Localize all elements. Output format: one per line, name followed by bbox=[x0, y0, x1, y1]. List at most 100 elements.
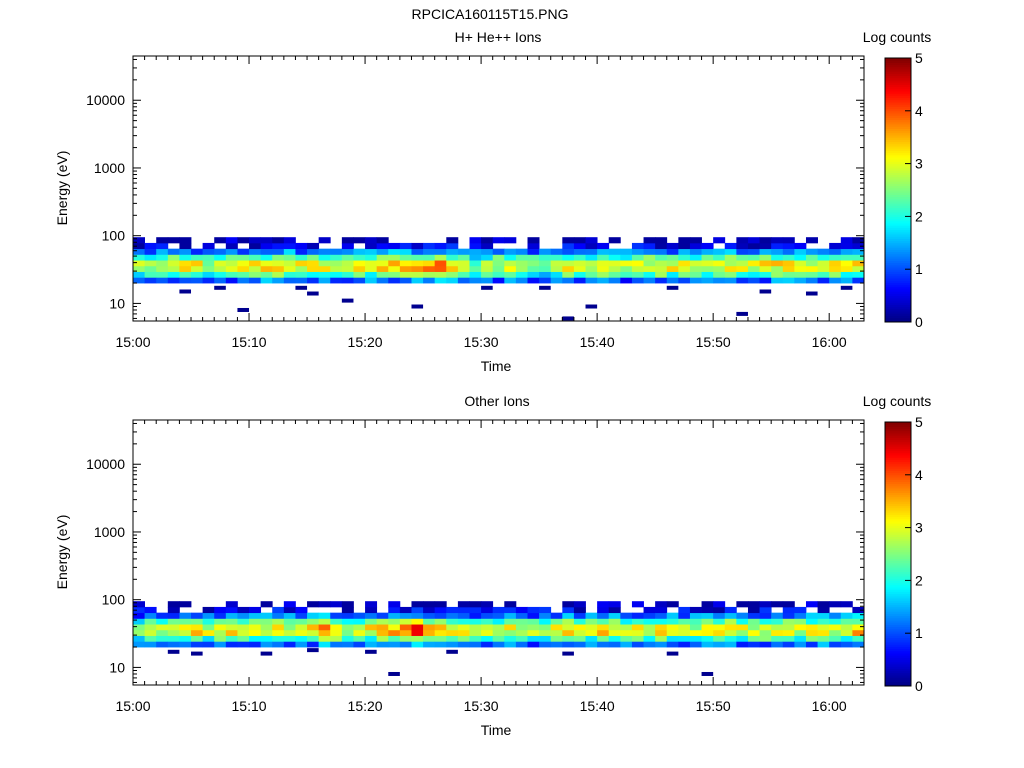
heatmap-cell bbox=[817, 612, 830, 619]
heatmap-cell bbox=[469, 618, 482, 625]
heatmap-cell bbox=[597, 271, 610, 278]
heatmap-cell bbox=[631, 624, 644, 631]
heatmap-cell bbox=[388, 606, 401, 614]
colorbar-tick-label: 5 bbox=[915, 50, 923, 66]
colorbar-segment bbox=[885, 543, 911, 546]
heatmap-cell bbox=[597, 641, 610, 648]
heatmap-cell bbox=[852, 618, 865, 625]
heatmap-cell bbox=[736, 265, 749, 272]
heatmap-cell bbox=[608, 612, 621, 619]
heatmap-cell bbox=[272, 254, 285, 261]
heatmap-cell bbox=[747, 601, 760, 608]
heatmap-cell bbox=[481, 601, 494, 608]
colorbar-segment bbox=[885, 554, 911, 557]
heatmap-cell bbox=[353, 629, 366, 636]
heatmap-cell bbox=[144, 635, 157, 642]
colorbar-tick-label: 3 bbox=[915, 156, 923, 172]
heatmap-cell bbox=[643, 265, 656, 272]
heatmap-cell bbox=[759, 271, 772, 278]
heatmap-cell bbox=[794, 248, 807, 255]
heatmap-cell bbox=[678, 277, 691, 284]
heatmap-cell bbox=[237, 606, 250, 614]
heatmap-cell bbox=[585, 271, 598, 278]
heatmap-cell bbox=[585, 277, 598, 284]
heatmap-cell bbox=[353, 265, 366, 272]
heatmap-cell bbox=[736, 624, 749, 631]
heatmap-cell bbox=[608, 237, 621, 244]
heatmap-cell bbox=[283, 624, 296, 631]
heatmap-cell bbox=[585, 612, 598, 619]
heatmap-cell bbox=[260, 277, 273, 284]
heatmap-cell bbox=[747, 612, 760, 619]
colorbar-segment bbox=[885, 648, 911, 652]
heatmap-cell bbox=[805, 601, 818, 608]
heatmap-cell bbox=[214, 277, 227, 284]
heatmap-cell bbox=[423, 248, 436, 255]
heatmap-cell bbox=[515, 618, 528, 625]
heatmap-cell bbox=[701, 606, 714, 614]
heatmap-cell bbox=[840, 242, 853, 250]
heatmap-cell bbox=[179, 641, 192, 648]
heatmap-cell bbox=[504, 635, 517, 642]
heatmap-cell bbox=[446, 265, 459, 272]
heatmap-cell bbox=[237, 618, 250, 625]
heatmap-cell bbox=[260, 641, 273, 648]
colorbar-segment bbox=[885, 172, 911, 176]
heatmap-cell bbox=[260, 248, 273, 255]
heatmap-cell bbox=[840, 612, 853, 619]
heatmap-cell bbox=[527, 635, 540, 642]
heatmap-cell bbox=[562, 277, 575, 284]
heatmap-cell bbox=[608, 618, 621, 625]
heatmap-cell bbox=[829, 629, 842, 636]
x-tick-label: 15:40 bbox=[580, 334, 615, 350]
heatmap-cell bbox=[156, 237, 169, 244]
heatmap-cell bbox=[318, 618, 331, 625]
heatmap-cell bbox=[539, 641, 552, 648]
heatmap-cell bbox=[666, 629, 679, 636]
heatmap-cell bbox=[272, 248, 285, 255]
colorbar-segment bbox=[885, 545, 911, 548]
colorbar-segment bbox=[885, 207, 911, 211]
colorbar-segment bbox=[885, 73, 911, 77]
heatmap-cell bbox=[539, 285, 551, 290]
heatmap-cell bbox=[307, 601, 320, 608]
heatmap-cell bbox=[736, 311, 748, 316]
heatmap-cell bbox=[341, 629, 354, 636]
heatmap-cell bbox=[481, 641, 494, 648]
heatmap-cell bbox=[852, 242, 865, 250]
colorbar-segment bbox=[885, 319, 911, 323]
heatmap-cell bbox=[782, 277, 795, 284]
heatmap-cell bbox=[597, 606, 610, 614]
heatmap-cell bbox=[237, 624, 250, 631]
heatmap-cell bbox=[666, 271, 679, 278]
heatmap-cell bbox=[191, 265, 204, 272]
colorbar-segment bbox=[885, 102, 911, 105]
x-axis-label: Time bbox=[481, 722, 512, 738]
heatmap-cell bbox=[794, 629, 807, 636]
heatmap-cell bbox=[249, 260, 262, 267]
heatmap-cell bbox=[365, 237, 378, 244]
heatmap-cell bbox=[399, 254, 412, 261]
heatmap-cell bbox=[260, 254, 273, 261]
colorbar-label: Log counts bbox=[863, 393, 932, 409]
heatmap-cell bbox=[573, 629, 586, 636]
heatmap-cell bbox=[225, 612, 238, 619]
heatmap-cell bbox=[330, 277, 343, 284]
heatmap-cell bbox=[678, 612, 691, 619]
heatmap-cell bbox=[469, 641, 482, 648]
colorbar-segment bbox=[885, 507, 911, 511]
heatmap-cell bbox=[643, 612, 656, 619]
heatmap-cell bbox=[411, 260, 424, 267]
colorbar-segment bbox=[885, 121, 911, 125]
heatmap-cell bbox=[550, 635, 563, 642]
colorbar-segment bbox=[885, 584, 911, 588]
colorbar-segment bbox=[885, 562, 911, 566]
colorbar-segment bbox=[885, 187, 911, 191]
heatmap-cell bbox=[852, 606, 865, 614]
heatmap-cell bbox=[341, 624, 354, 631]
heatmap-cell bbox=[434, 629, 447, 636]
heatmap-cell bbox=[423, 641, 436, 648]
heatmap-cell bbox=[643, 641, 656, 648]
heatmap-cell bbox=[515, 248, 528, 255]
heatmap-cell bbox=[167, 606, 180, 614]
